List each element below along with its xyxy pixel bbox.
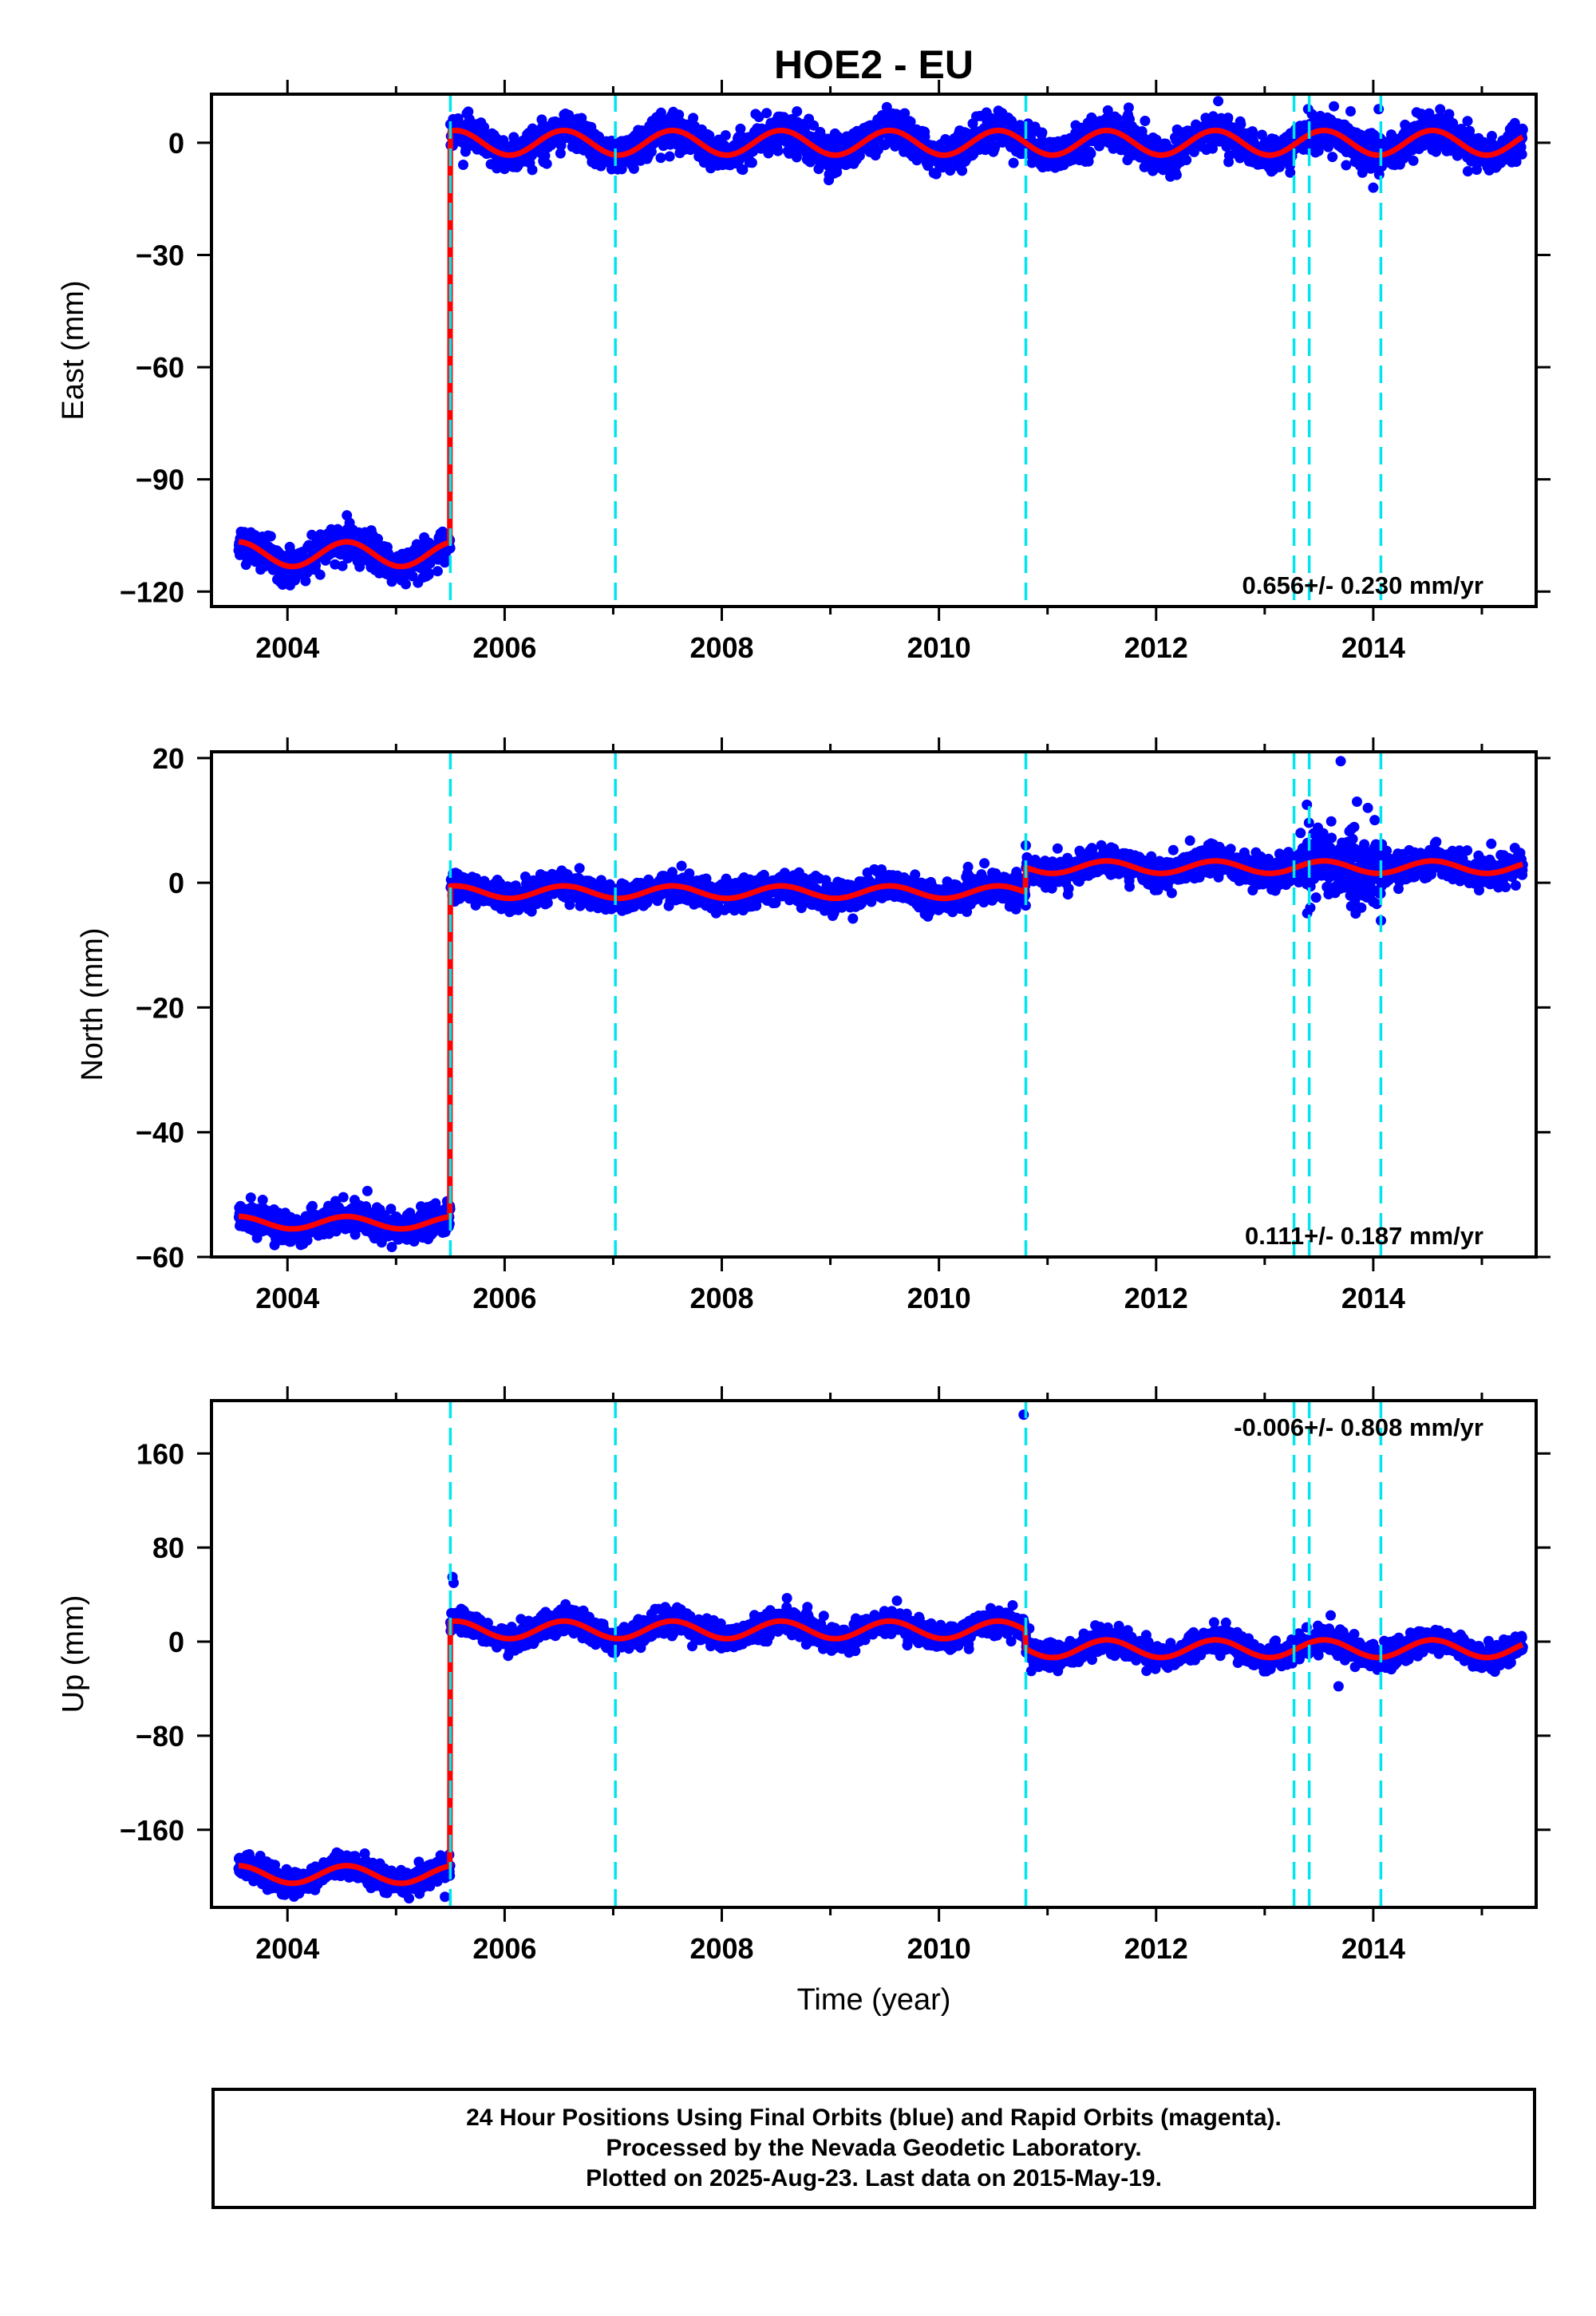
east-point xyxy=(646,146,657,157)
east-ytick-label: −60 xyxy=(136,351,184,384)
east-point xyxy=(761,108,772,119)
north-point xyxy=(574,863,585,874)
east-point xyxy=(746,157,757,168)
east-point xyxy=(664,151,675,162)
east-point xyxy=(458,160,468,170)
north-panel: 2004 2006 2008 2010 2012 2014200−20−40−60Nort… xyxy=(76,737,1551,1314)
east-position-points xyxy=(233,96,1528,591)
east-y-axis-label: East (mm) xyxy=(57,280,90,420)
east-point xyxy=(1171,169,1182,180)
east-frame xyxy=(210,93,1538,608)
east-panel: HOE2 - EU 2004 2006 2008 2010 2012 2014 0 −30 −60… xyxy=(57,42,1551,664)
east-xtick-label: 2006 xyxy=(472,631,536,664)
east-ytick-label: −120 xyxy=(120,575,184,608)
north-point xyxy=(245,1192,256,1203)
east-point xyxy=(300,575,311,587)
east-point xyxy=(628,163,639,174)
east-point xyxy=(1213,96,1224,107)
east-point xyxy=(265,531,276,542)
east-point xyxy=(1181,155,1192,165)
east-point xyxy=(737,164,749,176)
east-ytick-label: −90 xyxy=(136,464,184,496)
east-point xyxy=(1037,127,1048,138)
east-point xyxy=(808,120,820,131)
east-rate-label: 0.656+/- 0.230 mm/yr xyxy=(1242,571,1483,599)
north-plot-area xyxy=(233,756,1528,1252)
east-point xyxy=(576,113,587,124)
east-point xyxy=(655,152,666,164)
north-point xyxy=(307,1200,318,1211)
east-point xyxy=(401,579,411,590)
east-point xyxy=(1235,119,1246,130)
east-point xyxy=(1462,116,1473,127)
east-point xyxy=(314,569,326,580)
east-point xyxy=(479,121,490,132)
east-point xyxy=(432,566,443,577)
east-point xyxy=(1462,166,1473,177)
north-point xyxy=(338,1192,349,1203)
east-point xyxy=(527,164,538,176)
east-point xyxy=(539,150,551,161)
east-xtick-label: 2008 xyxy=(689,631,753,664)
east-point xyxy=(772,145,784,156)
east-point xyxy=(1008,157,1019,168)
east-point xyxy=(1327,152,1338,163)
east-point xyxy=(688,113,699,124)
east-point xyxy=(310,559,322,571)
east-point xyxy=(1123,102,1134,113)
east-point xyxy=(792,106,803,117)
east-point xyxy=(337,560,348,571)
chart-title: HOE2 - EU xyxy=(774,42,974,87)
east-point xyxy=(753,112,764,122)
east-point xyxy=(555,148,566,159)
east-ytick-label: −30 xyxy=(136,239,184,272)
east-outlier-point xyxy=(1357,167,1368,178)
east-xtick-label: 2004 xyxy=(255,631,319,664)
north-point xyxy=(361,1185,373,1196)
north-position-points xyxy=(233,756,1528,1252)
north-point xyxy=(564,899,575,911)
east-point xyxy=(735,123,746,134)
east-point xyxy=(423,569,434,580)
east-outlier-point xyxy=(1373,104,1385,115)
east-point xyxy=(1408,155,1419,166)
east-point xyxy=(1329,101,1340,112)
east-model-line xyxy=(236,128,1525,570)
east-point xyxy=(354,561,365,572)
east-point xyxy=(791,152,802,163)
east-point xyxy=(541,158,552,169)
east-point xyxy=(1140,116,1151,126)
east-point xyxy=(1345,106,1356,117)
east-point xyxy=(674,109,685,121)
east-point xyxy=(1085,148,1096,159)
east-xtick-label: 2014 xyxy=(1341,631,1405,664)
east-point xyxy=(720,130,731,141)
east-ytick-label: 0 xyxy=(168,127,184,160)
east-plot-area xyxy=(233,96,1528,591)
gps-time-series-figure: HOE2 - EU 2004 2006 2008 2010 2012 2014 0 −30 −60… xyxy=(57,42,1551,2017)
east-xtick-label: 2012 xyxy=(1124,631,1188,664)
east-point xyxy=(1516,148,1527,160)
east-outlier-point xyxy=(1368,182,1379,193)
east-outlier-point xyxy=(1341,160,1352,171)
east-point xyxy=(1517,124,1528,136)
east-xtick-label: 2010 xyxy=(907,631,971,664)
